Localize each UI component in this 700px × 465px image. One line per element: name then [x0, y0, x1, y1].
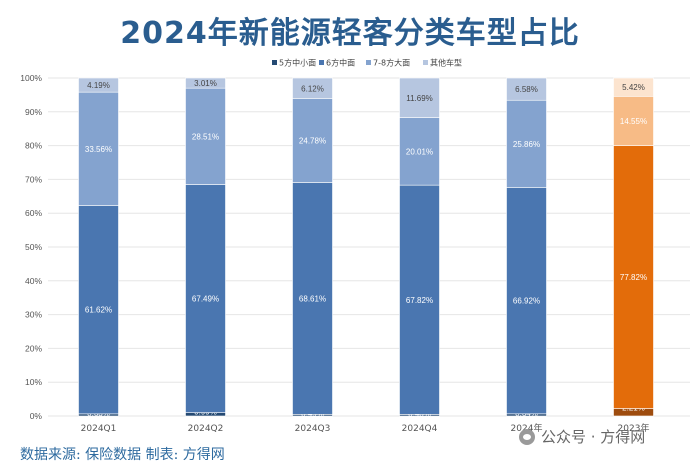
- y-tick-label: 90%: [25, 107, 42, 117]
- data-label: 24.78%: [299, 137, 326, 146]
- watermark-text: 公众号 · 方得网: [541, 428, 646, 446]
- x-tick-label: 2024Q1: [81, 424, 117, 434]
- data-label: 33.56%: [85, 145, 112, 154]
- chart-title: 2024年新能源轻客分类车型占比: [120, 16, 580, 51]
- bar-segment: [185, 77, 226, 89]
- y-tick-label: 60%: [25, 208, 42, 218]
- data-label: 5.42%: [622, 83, 645, 92]
- bar-segment: [292, 182, 333, 415]
- data-label: 66.92%: [513, 297, 540, 306]
- legend-swatch: [366, 60, 371, 65]
- data-source-note: 数据来源: 保险数据 制表: 方得网: [20, 447, 225, 463]
- y-tick-label: 20%: [25, 343, 42, 353]
- x-tick-label: 2023年: [618, 422, 650, 434]
- legend-label: 6方中面: [326, 58, 355, 68]
- x-tick-label: 2024Q4: [402, 424, 438, 434]
- bar-segment: [78, 91, 119, 206]
- data-label: 6.58%: [515, 85, 538, 94]
- bar-segment: [613, 145, 654, 409]
- legend-label: 5方中小面: [279, 58, 316, 68]
- bar-segment: [292, 77, 333, 99]
- wechat-icon: [519, 428, 535, 445]
- data-label: 67.82%: [406, 296, 433, 305]
- data-label: 6.12%: [301, 84, 324, 93]
- bar-segment: [506, 77, 547, 101]
- legend-label: 其他车型: [430, 58, 462, 68]
- legend-label: 7-8方大面: [373, 58, 410, 68]
- legend-swatch: [423, 60, 428, 65]
- data-label: 20.01%: [406, 147, 433, 156]
- y-tick-label: 70%: [25, 174, 42, 184]
- bar-segment: [613, 77, 654, 97]
- y-tick-label: 100%: [20, 73, 42, 83]
- y-tick-label: 50%: [25, 242, 42, 252]
- bar-segment: [399, 77, 440, 118]
- y-tick-label: 10%: [25, 377, 42, 387]
- bar-segment: [399, 184, 440, 415]
- watermark: 公众号 · 方得网: [519, 426, 645, 447]
- bar-segment: [613, 96, 654, 146]
- bar-segment: [185, 184, 226, 413]
- bar-segment: [292, 98, 333, 183]
- x-tick-label: 2024年: [511, 422, 543, 434]
- data-label: 14.55%: [620, 117, 647, 126]
- data-label: 4.19%: [87, 81, 110, 90]
- data-label: 67.49%: [192, 295, 219, 304]
- data-label: 3.01%: [194, 79, 217, 88]
- bar-segment: [78, 205, 119, 415]
- legend-swatch: [319, 60, 324, 65]
- data-label: 11.69%: [406, 94, 433, 103]
- data-label: 61.62%: [85, 306, 112, 315]
- y-tick-label: 80%: [25, 141, 42, 151]
- data-label: 28.51%: [192, 132, 219, 141]
- data-label: 77.82%: [620, 273, 647, 282]
- y-tick-label: 0%: [30, 411, 43, 421]
- x-tick-label: 2024Q2: [188, 424, 224, 434]
- y-tick-label: 30%: [25, 310, 42, 320]
- bar-segment: [399, 117, 440, 186]
- y-tick-label: 40%: [25, 276, 42, 286]
- bar-segment: [78, 77, 119, 93]
- data-label: 68.61%: [299, 294, 326, 303]
- x-tick-label: 2024Q3: [295, 424, 331, 434]
- bar-segment: [506, 99, 547, 188]
- legend-swatch: [272, 60, 277, 65]
- data-label: 25.86%: [513, 140, 540, 149]
